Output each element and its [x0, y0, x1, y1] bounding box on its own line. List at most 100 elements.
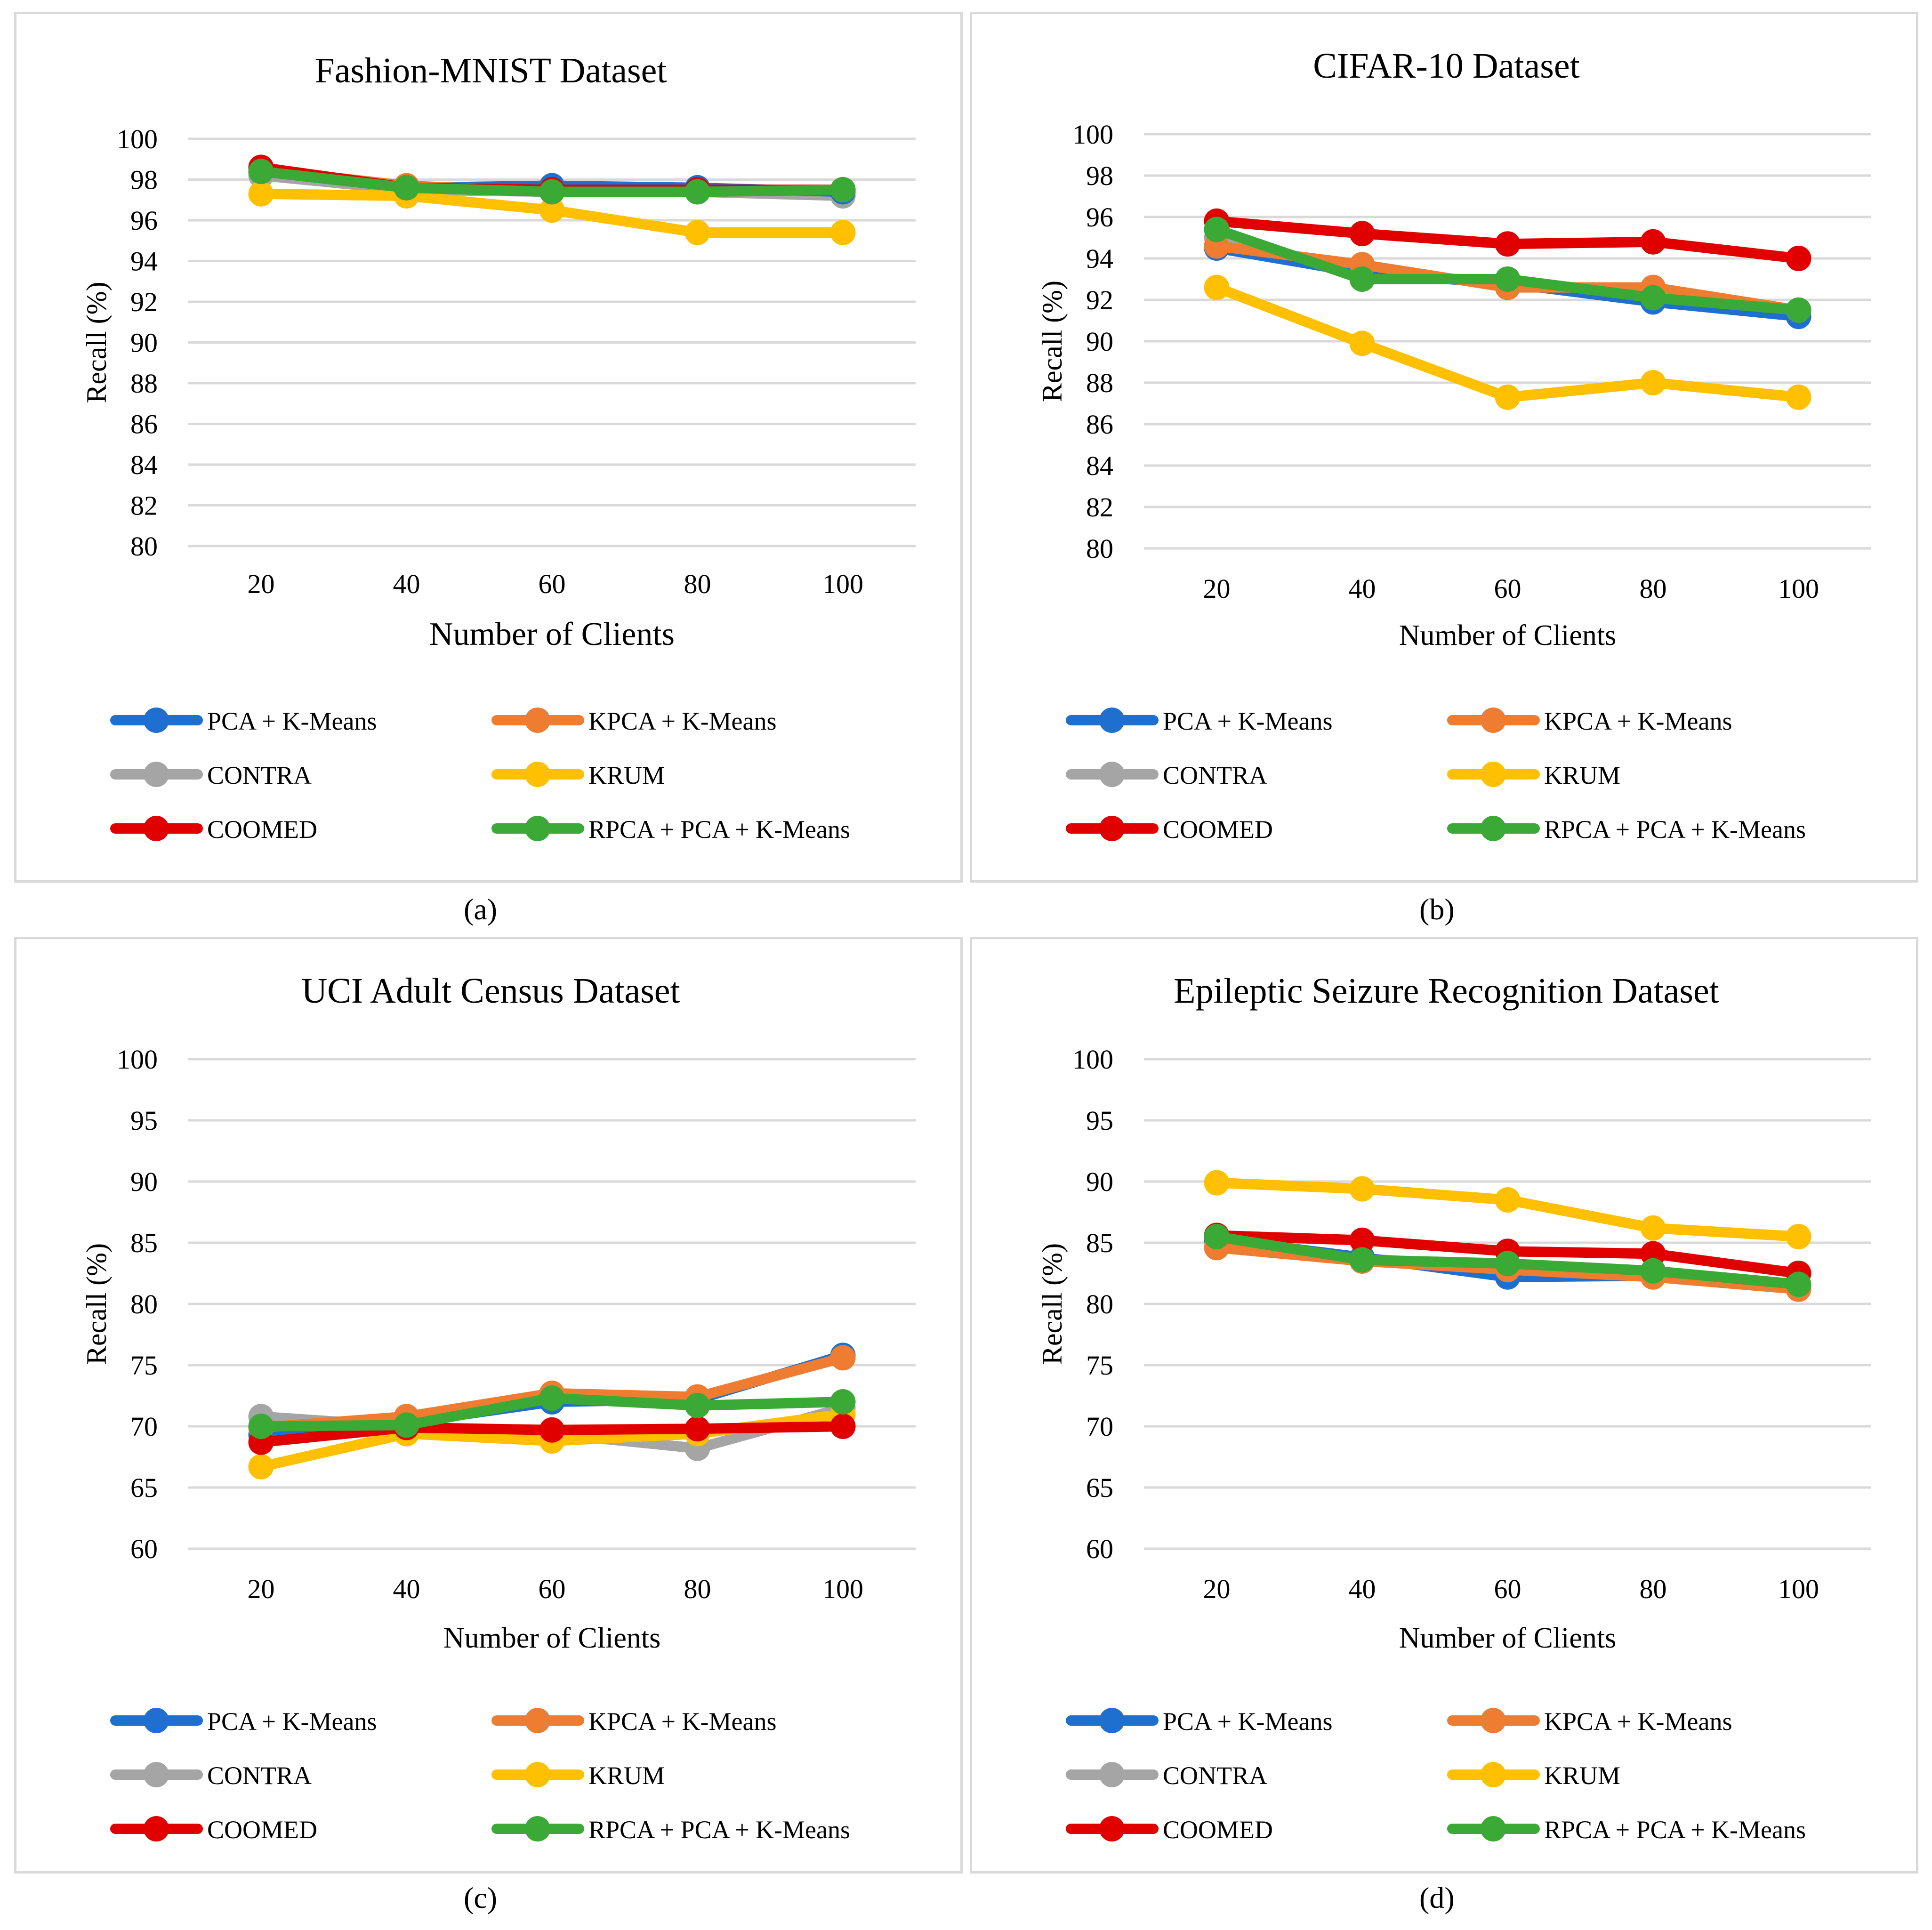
- chart-a-xtick-label: 100: [822, 569, 863, 599]
- chart-b-xtick-label: 100: [1778, 573, 1819, 604]
- chart-b-legend-label: CONTRA: [1163, 761, 1267, 789]
- chart-b-ytick-label: 82: [1086, 492, 1113, 523]
- chart-a-legend-marker-pca-k-means: [144, 708, 169, 733]
- chart-d-legend-marker-coomed: [1099, 1816, 1125, 1842]
- chart-a-ytick-label: 98: [130, 165, 158, 195]
- chart-c-point-coomed: [830, 1414, 856, 1439]
- chart-b-xtick-label: 80: [1640, 573, 1667, 604]
- chart-d-xtick-label: 80: [1640, 1574, 1667, 1604]
- chart-d-point-rpca-pca-k-means: [1786, 1271, 1811, 1297]
- chart-c-xtick-label: 40: [393, 1574, 420, 1604]
- chart-d-svg: Epileptic Seizure Recognition Dataset 60 6…: [1037, 971, 1871, 1844]
- chart-b-point-rpca-pca-k-means: [1349, 266, 1375, 292]
- chart-a-legend-label: KPCA + K-Means: [588, 707, 776, 735]
- chart-d-title: Epileptic Seizure Recognition Dataset: [1174, 971, 1719, 1011]
- chart-b-point-rpca-pca-k-means: [1495, 266, 1521, 292]
- chart-panel-d: Epileptic Seizure Recognition Dataset 60 6…: [970, 937, 1918, 1874]
- chart-b-legend-marker-krum: [1481, 762, 1506, 787]
- chart-b-yaxis-label: Recall (%): [1037, 281, 1068, 402]
- chart-b-svg: CIFAR-10 Dataset 80 82 84 86 88 90 92 94 96 98 100 2…: [1037, 46, 1871, 844]
- chart-c-legend-marker-contra: [144, 1762, 169, 1787]
- chart-a-ytick-label: 86: [130, 409, 158, 440]
- chart-d-point-krum: [1786, 1224, 1811, 1249]
- chart-b-ytick-label: 96: [1086, 202, 1113, 233]
- chart-d-legend-marker-rpca-pca-k-means: [1481, 1816, 1506, 1842]
- chart-c-legend-marker-rpca-pca-k-means: [525, 1816, 550, 1842]
- chart-a-legend-label: COOMED: [207, 815, 317, 844]
- chart-a-legend-label: PCA + K-Means: [207, 707, 377, 735]
- chart-c-ytick-label: 95: [130, 1105, 158, 1136]
- chart-b-point-coomed: [1640, 229, 1666, 255]
- chart-a-xaxis-label: Number of Clients: [429, 616, 675, 652]
- chart-c-legend-marker-krum: [525, 1762, 550, 1787]
- chart-b-point-rpca-pca-k-means: [1640, 285, 1666, 311]
- chart-d-point-rpca-pca-k-means: [1349, 1247, 1375, 1273]
- chart-d-legend-marker-contra: [1099, 1762, 1125, 1787]
- chart-b-legend-label: RPCA + PCA + K-Means: [1544, 815, 1806, 844]
- chart-c-point-kpca-k-means: [830, 1345, 856, 1371]
- chart-panel-a: Fashion-MNIST Dataset 80 82 84 86 88 90 92 94 96 9…: [14, 12, 963, 883]
- chart-d-ytick-label: 95: [1086, 1105, 1113, 1136]
- chart-b-point-rpca-pca-k-means: [1786, 298, 1811, 323]
- chart-c-title: UCI Adult Census Dataset: [301, 971, 680, 1011]
- chart-a-ytick-label: 94: [130, 246, 158, 277]
- chart-a-xtick-label: 80: [684, 569, 711, 599]
- chart-a-ytick-label: 92: [130, 287, 158, 317]
- chart-d-legend-label: KRUM: [1544, 1761, 1620, 1790]
- chart-c-ytick-label: 65: [130, 1472, 158, 1503]
- chart-d-ytick-label: 60: [1086, 1534, 1113, 1564]
- chart-a-ytick-label: 88: [130, 368, 158, 399]
- chart-b-ytick-label: 94: [1086, 243, 1113, 274]
- chart-d-ytick-label: 75: [1086, 1350, 1113, 1381]
- chart-a-point-rpca-pca-k-means: [248, 159, 274, 185]
- chart-a-ytick-label: 80: [130, 531, 158, 562]
- caption-d: (d): [1419, 1881, 1455, 1914]
- chart-c-svg: UCI Adult Census Dataset 60 65 70 75 80 85 90 95…: [81, 971, 916, 1844]
- chart-a-legend-marker-rpca-pca-k-means: [525, 816, 550, 841]
- chart-a-legend-marker-coomed: [144, 816, 169, 841]
- caption-a: (a): [464, 893, 498, 926]
- chart-b-xaxis-label: Number of Clients: [1399, 619, 1617, 651]
- chart-d-legend-label: RPCA + PCA + K-Means: [1544, 1816, 1806, 1844]
- chart-d-legend-label: CONTRA: [1163, 1761, 1267, 1790]
- chart-d-legend-marker-kpca-k-means: [1481, 1708, 1506, 1733]
- chart-b-legend-marker-coomed: [1099, 816, 1125, 841]
- chart-c-point-rpca-pca-k-means: [248, 1414, 274, 1439]
- chart-panel-b: CIFAR-10 Dataset 80 82 84 86 88 90 92 94 96 98 100 2…: [970, 12, 1918, 883]
- chart-c-point-rpca-pca-k-means: [684, 1392, 710, 1418]
- chart-b-legend-label: PCA + K-Means: [1163, 707, 1332, 735]
- chart-b-ytick-label: 88: [1086, 368, 1113, 398]
- chart-c-legend-marker-kpca-k-means: [525, 1708, 550, 1733]
- caption-c: (c): [464, 1881, 498, 1914]
- chart-a-legend-marker-krum: [525, 762, 550, 787]
- chart-a-ytick-label: 100: [117, 124, 158, 154]
- chart-a-legend-marker-contra: [144, 762, 169, 787]
- chart-c-point-rpca-pca-k-means: [539, 1385, 565, 1411]
- chart-b-ytick-label: 84: [1086, 450, 1113, 481]
- chart-d-legend-label: PCA + K-Means: [1163, 1707, 1332, 1736]
- chart-a-title: Fashion-MNIST Dataset: [315, 51, 667, 90]
- chart-a-yaxis-label: Recall (%): [81, 281, 112, 403]
- chart-b-point-coomed: [1495, 231, 1521, 257]
- chart-d-point-krum: [1495, 1187, 1521, 1213]
- chart-b-ytick-label: 90: [1086, 326, 1113, 357]
- chart-c-legend-label: COOMED: [207, 1816, 317, 1844]
- chart-a-point-krum: [539, 197, 565, 223]
- chart-c-xtick-label: 80: [684, 1574, 711, 1604]
- chart-c-point-coomed: [539, 1417, 565, 1443]
- chart-c-point-rpca-pca-k-means: [394, 1412, 419, 1438]
- chart-c-legend-label: KRUM: [588, 1761, 665, 1790]
- chart-c-point-coomed: [684, 1416, 710, 1442]
- chart-c-legend-label: KPCA + K-Means: [588, 1707, 776, 1736]
- chart-b-point-coomed: [1349, 221, 1375, 247]
- chart-c-legend-label: CONTRA: [207, 1761, 312, 1790]
- chart-b-point-rpca-pca-k-means: [1204, 217, 1230, 242]
- chart-a-ytick-label: 84: [130, 450, 158, 480]
- chart-d-ytick-label: 100: [1072, 1044, 1113, 1075]
- chart-a-point-krum: [248, 181, 274, 207]
- chart-b-xtick-label: 20: [1203, 573, 1231, 604]
- chart-c-xtick-label: 20: [248, 1574, 275, 1604]
- chart-a-point-rpca-pca-k-means: [394, 175, 419, 201]
- chart-d-point-krum: [1640, 1215, 1666, 1241]
- chart-a-xtick-label: 20: [248, 569, 275, 599]
